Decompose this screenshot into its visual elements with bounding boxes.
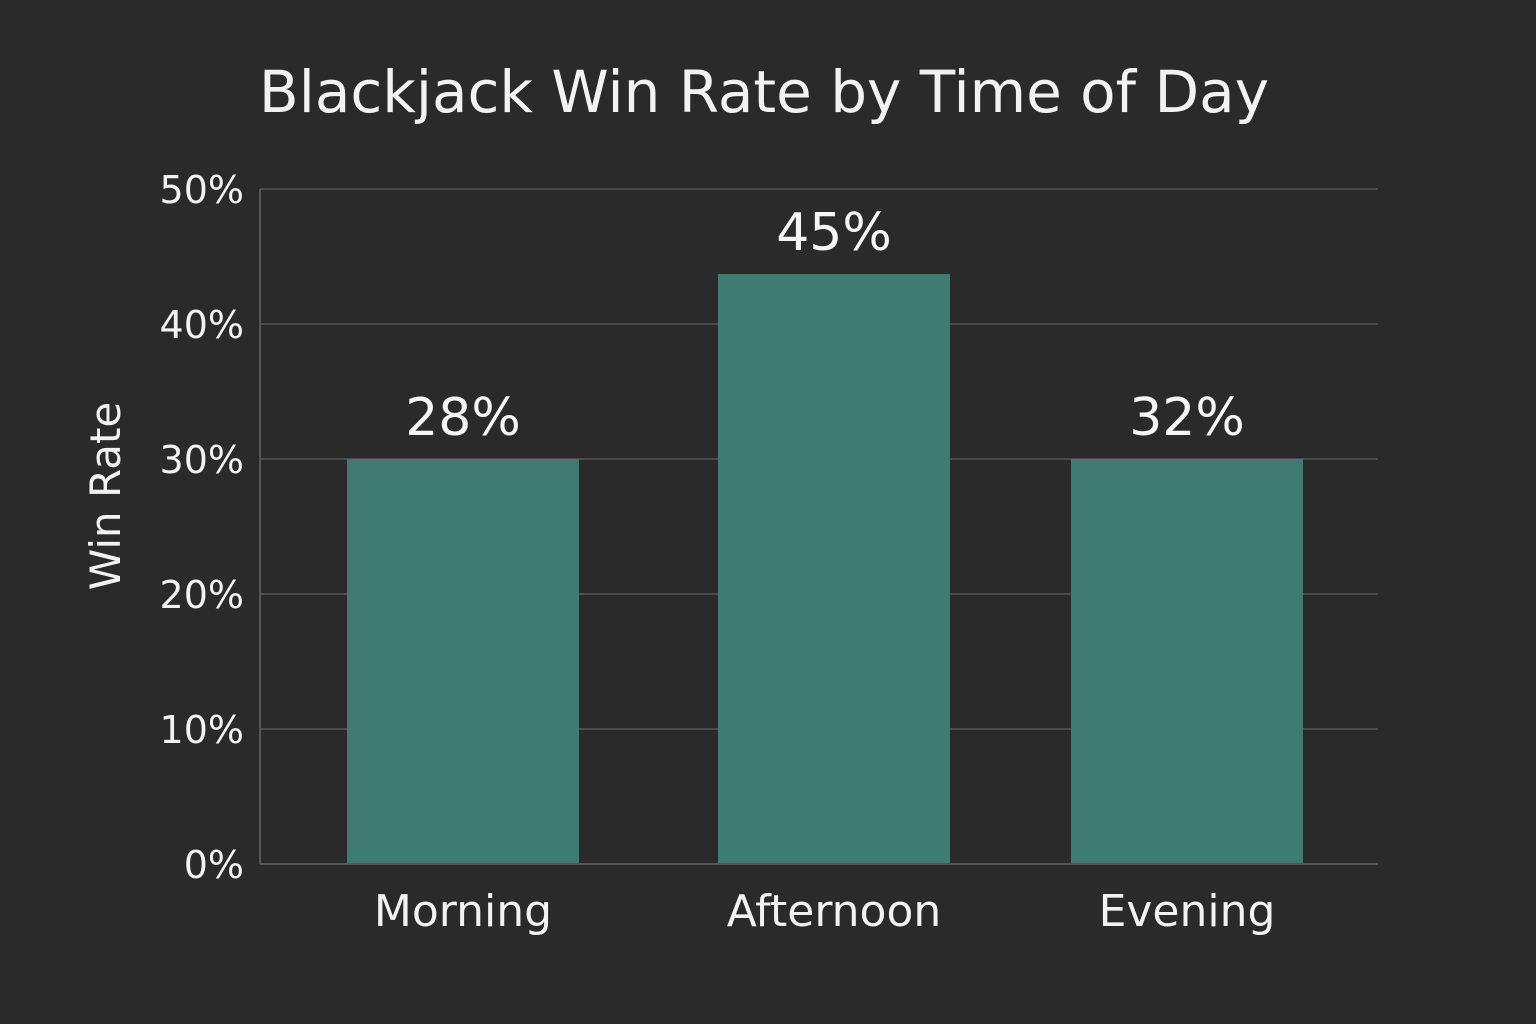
data-label-morning: 28% (405, 388, 521, 448)
bars (347, 274, 1303, 864)
bar-morning (347, 459, 579, 864)
y-tick-label: 10% (160, 708, 244, 752)
y-tick-label: 50% (160, 168, 244, 212)
x-category-label: Afternoon (727, 886, 942, 937)
y-axis-ticks: 0% 10% 20% 30% 40% 50% (160, 168, 244, 887)
x-category-label: Morning (374, 886, 552, 937)
y-tick-label: 40% (160, 303, 244, 347)
bar-evening (1071, 459, 1303, 864)
x-category-label: Evening (1099, 886, 1276, 937)
data-labels: 28% 45% 32% (405, 203, 1245, 448)
y-axis-label: Win Rate (81, 402, 130, 591)
data-label-evening: 32% (1129, 388, 1245, 448)
bar-afternoon (718, 274, 950, 864)
y-tick-label: 20% (160, 573, 244, 617)
data-label-afternoon: 45% (776, 203, 892, 263)
y-tick-label: 30% (160, 438, 244, 482)
y-tick-label: 0% (184, 843, 244, 887)
chart-title: Blackjack Win Rate by Time of Day (259, 58, 1269, 126)
x-axis-categories: Morning Afternoon Evening (374, 886, 1275, 937)
